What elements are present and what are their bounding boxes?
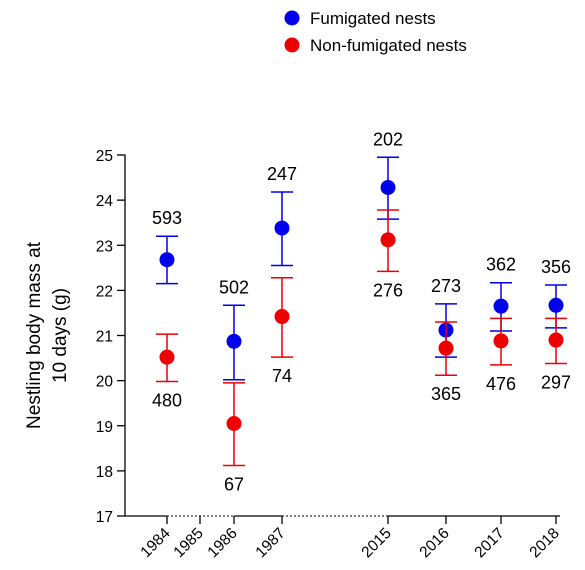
point-1-2018 bbox=[548, 332, 564, 348]
series-layer: 593 502 247 202 273 362 356 480 67 74 276 365 476 297 bbox=[152, 129, 571, 494]
y-axis: 17 18 19 20 21 22 23 24 25 bbox=[96, 148, 126, 526]
n-label-0-2015: 202 bbox=[373, 129, 403, 149]
y-tick-label-21: 21 bbox=[96, 329, 113, 346]
point-0-1986 bbox=[226, 333, 242, 349]
n-label-0-1987: 247 bbox=[267, 164, 297, 184]
point-0-1984 bbox=[159, 252, 175, 268]
point-0-1987 bbox=[274, 220, 290, 236]
y-axis-title-line-1: 10 days (g) bbox=[50, 288, 71, 383]
n-label-0-1986: 502 bbox=[219, 277, 249, 297]
point-1-2016 bbox=[438, 340, 454, 356]
legend-marker-0 bbox=[284, 10, 300, 26]
point-1-2017 bbox=[493, 333, 509, 349]
y-tick-label-20: 20 bbox=[96, 374, 114, 391]
x-tick-label-2015: 2015 bbox=[358, 525, 394, 561]
y-tick-label-24: 24 bbox=[96, 193, 114, 210]
y-axis-title: Nestling body mass at 10 days (g) bbox=[24, 241, 71, 429]
legend-marker-1 bbox=[284, 37, 300, 53]
n-label-1-2016: 365 bbox=[431, 384, 461, 404]
y-axis-title-line-0: Nestling body mass at bbox=[24, 241, 45, 429]
point-0-2017 bbox=[493, 298, 509, 314]
x-tick-label-2018: 2018 bbox=[526, 525, 562, 561]
n-label-0-2017: 362 bbox=[486, 255, 516, 275]
legend: Fumigated nests Non-fumigated nests bbox=[284, 9, 467, 55]
point-1-1986 bbox=[226, 415, 242, 431]
x-tick-label-1984: 1984 bbox=[137, 525, 174, 562]
point-1-2015 bbox=[380, 232, 396, 248]
n-label-1-1987: 74 bbox=[272, 366, 292, 386]
legend-label-1: Non-fumigated nests bbox=[310, 36, 467, 55]
x-tick-label-1986: 1986 bbox=[204, 525, 240, 561]
y-tick-label-23: 23 bbox=[96, 238, 113, 255]
x-tick-label-1987: 1987 bbox=[252, 525, 288, 561]
point-0-2015 bbox=[380, 179, 396, 195]
point-1-1987 bbox=[274, 309, 290, 325]
y-tick-label-19: 19 bbox=[96, 419, 113, 436]
x-tick-label-2016: 2016 bbox=[416, 525, 452, 561]
n-label-1-1986: 67 bbox=[224, 474, 244, 494]
n-label-1-2015: 276 bbox=[373, 280, 403, 300]
legend-label-0: Fumigated nests bbox=[310, 9, 436, 28]
point-0-2018 bbox=[548, 297, 564, 313]
n-label-0-2016: 273 bbox=[431, 276, 461, 296]
n-label-0-2018: 356 bbox=[541, 257, 571, 277]
x-tick-label-1985: 1985 bbox=[170, 525, 206, 561]
series-0: 593 502 247 202 273 362 356 bbox=[152, 129, 571, 381]
x-tick-label-2017: 2017 bbox=[471, 525, 507, 561]
n-label-1-1984: 480 bbox=[152, 391, 182, 411]
y-tick-label-22: 22 bbox=[96, 283, 113, 300]
y-tick-label-25: 25 bbox=[96, 148, 113, 165]
y-tick-label-18: 18 bbox=[96, 464, 113, 481]
n-label-1-2018: 297 bbox=[541, 372, 571, 392]
n-label-1-2017: 476 bbox=[486, 374, 516, 394]
y-tick-label-17: 17 bbox=[96, 509, 113, 526]
n-label-0-1984: 593 bbox=[152, 208, 182, 228]
series-1: 480 67 74 276 365 476 297 bbox=[152, 209, 571, 494]
point-1-1984 bbox=[159, 349, 175, 365]
